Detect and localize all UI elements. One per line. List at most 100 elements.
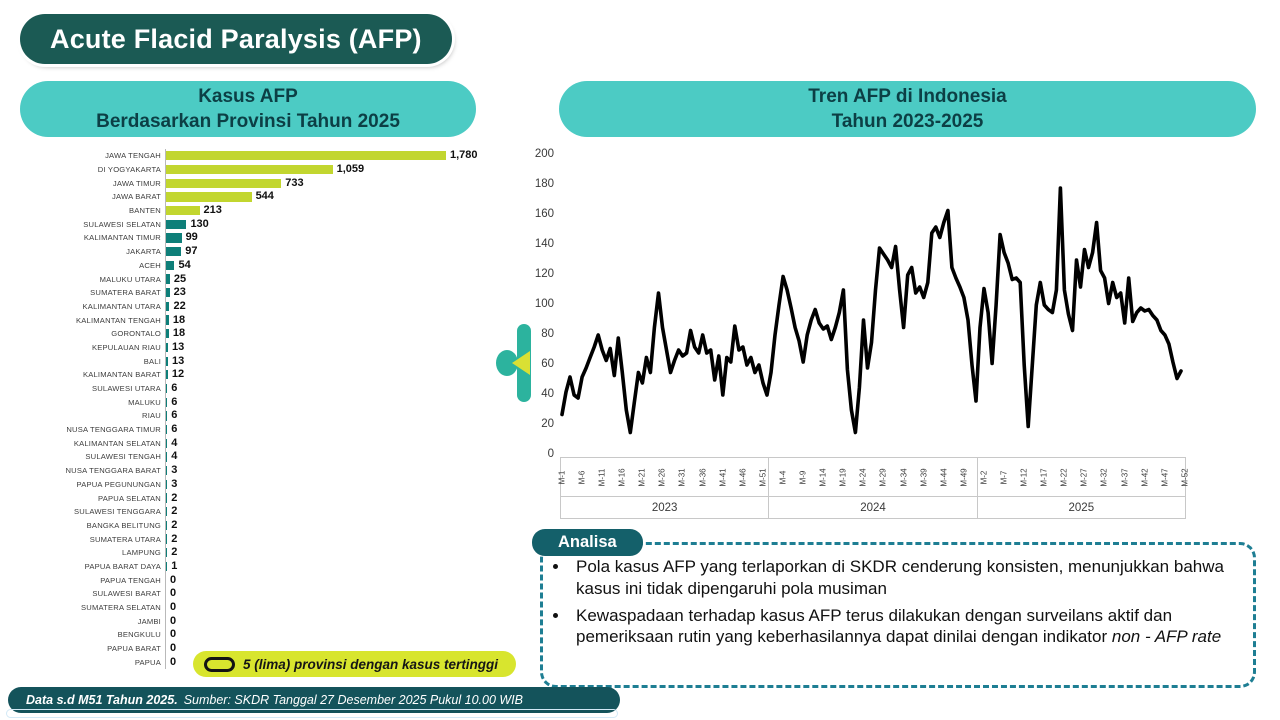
capsule-outline-icon <box>204 656 235 672</box>
province-row: KEPULAUAN RIAU 13 <box>22 340 494 355</box>
province-row: SULAWESI BARAT 0 <box>22 587 494 601</box>
province-value: 23 <box>173 286 186 299</box>
province-row: NUSA TENGGARA TIMUR 6 <box>22 422 494 437</box>
province-bar-track: 213 <box>165 203 494 218</box>
x-axis-tick-label: M-19 <box>838 468 848 487</box>
trend-panel-header: Tren AFP di Indonesia Tahun 2023-2025 <box>559 81 1256 137</box>
province-bar <box>166 178 282 188</box>
province-value: 25 <box>173 272 187 285</box>
province-bar <box>166 205 200 216</box>
y-axis-label: 180 <box>534 178 554 190</box>
province-value: 4 <box>171 450 178 463</box>
analisa-bullet-list: Pola kasus AFP yang terlaporkan di SKDR … <box>570 556 1230 653</box>
province-bar <box>166 397 168 407</box>
x-axis-tick-label: M-7 <box>999 470 1009 485</box>
province-row: ACEH 54 <box>22 258 494 273</box>
x-axis-tick-label: M-26 <box>657 468 667 487</box>
province-label: JAMBI <box>137 616 161 626</box>
province-label: SULAWESI UTARA <box>91 384 161 394</box>
province-label: SULAWESI SELATAN <box>83 219 161 229</box>
province-value: 6 <box>171 409 178 422</box>
province-label: LAMPUNG <box>122 548 161 558</box>
province-value: 733 <box>285 176 304 189</box>
analisa-bullet: Kewaspadaan terhadap kasus AFP terus dil… <box>570 605 1230 649</box>
legend-label: 5 (lima) provinsi dengan kasus tertinggi <box>243 656 499 672</box>
trend-panel-title-line2: Tahun 2023-2025 <box>831 111 984 132</box>
province-bar-track: 0 <box>165 641 494 656</box>
province-bar <box>166 411 168 421</box>
province-bar-track: 25 <box>165 272 494 286</box>
province-label: SULAWESI TENGGARA <box>74 507 161 517</box>
province-label: SUMATERA BARAT <box>90 288 161 298</box>
province-row: SULAWESI UTARA 6 <box>22 381 494 396</box>
y-axis-label: 100 <box>534 298 554 310</box>
province-row: PAPUA 0 <box>22 655 494 670</box>
province-label: JAWA TIMUR <box>112 178 161 188</box>
province-bar-track: 0 <box>165 587 494 601</box>
x-axis-tick-label: M-12 <box>1019 468 1029 487</box>
province-row: KALIMANTAN TENGAH 18 <box>22 313 494 327</box>
province-bar-track: 2 <box>165 545 494 560</box>
province-bar <box>166 164 333 175</box>
province-row: KALIMANTAN SELATAN 4 <box>22 436 494 451</box>
province-value: 0 <box>170 601 177 614</box>
x-axis-tick-label: M-16 <box>617 468 627 487</box>
province-value: 2 <box>171 546 178 559</box>
province-bar-track: 0 <box>165 573 494 587</box>
province-bar <box>166 233 182 243</box>
x-axis-tick-label: M-29 <box>879 468 889 487</box>
page-title: Acute Flacid Paralysis (AFP) <box>20 14 452 64</box>
province-row: BANGKA BELITUNG 2 <box>22 518 494 533</box>
province-value: 1,059 <box>336 163 365 176</box>
x-axis-tick-label: M-2 <box>979 470 989 485</box>
province-value: 0 <box>170 628 177 641</box>
x-axis-tick-band <box>560 457 1186 497</box>
bottom-accent-strip <box>6 709 618 718</box>
province-label: NUSA TENGGARA TIMUR <box>66 425 161 435</box>
analisa-box <box>540 542 1256 688</box>
province-label: PAPUA SELATAN <box>98 493 161 503</box>
province-bar-track: 3 <box>165 463 494 478</box>
analisa-header-text: Analisa <box>558 533 617 551</box>
province-bar-track: 13 <box>165 354 494 368</box>
province-row: KALIMANTAN TIMUR 99 <box>22 231 494 245</box>
province-bar <box>166 479 168 489</box>
province-value: 12 <box>171 368 185 381</box>
province-bar <box>166 219 187 229</box>
province-bar-track: 4 <box>165 450 494 464</box>
x-axis-tick-label: M-27 <box>1080 468 1090 487</box>
province-row: BANTEN 213 <box>22 203 494 218</box>
province-row: PAPUA BARAT 0 <box>22 641 494 656</box>
province-bar-track: 12 <box>165 368 494 382</box>
province-row: SUMATERA BARAT 23 <box>22 285 494 300</box>
province-label: KEPULAUAN RIAU <box>91 342 161 352</box>
x-axis-tick-label: M-4 <box>778 470 788 485</box>
y-axis-label: 0 <box>547 448 554 460</box>
year-label: 2025 <box>976 497 1186 518</box>
province-label: JAWA BARAT <box>112 192 161 202</box>
province-label: SUMATERA UTARA <box>89 534 161 544</box>
province-value: 0 <box>170 587 177 600</box>
province-bar-track: 733 <box>165 176 494 191</box>
province-bar-track: 97 <box>165 244 494 259</box>
page-title-text: Acute Flacid Paralysis (AFP) <box>50 23 422 54</box>
province-bar <box>166 274 170 284</box>
x-axis-tick-label: M-49 <box>959 468 969 487</box>
province-row: JAWA TIMUR 733 <box>22 176 494 191</box>
province-bar <box>166 315 169 325</box>
province-bar <box>166 329 169 339</box>
legend-pill: 5 (lima) provinsi dengan kasus tertinggi <box>193 651 517 677</box>
x-axis-tick-label: M-46 <box>738 468 748 487</box>
province-label: PAPUA BARAT DAYA <box>84 561 161 571</box>
province-row: PAPUA TENGAH 0 <box>22 573 494 587</box>
x-axis-tick-label: M-24 <box>858 468 868 487</box>
province-row: MALUKU UTARA 25 <box>22 272 494 286</box>
province-bar-track: 6 <box>165 422 494 437</box>
province-label: KALIMANTAN TIMUR <box>83 233 161 243</box>
province-bar-track: 13 <box>165 340 494 355</box>
province-value: 6 <box>171 395 178 408</box>
province-value: 22 <box>173 299 186 312</box>
divider-ornament-icon <box>496 324 531 402</box>
province-row: BALI 13 <box>22 354 494 368</box>
